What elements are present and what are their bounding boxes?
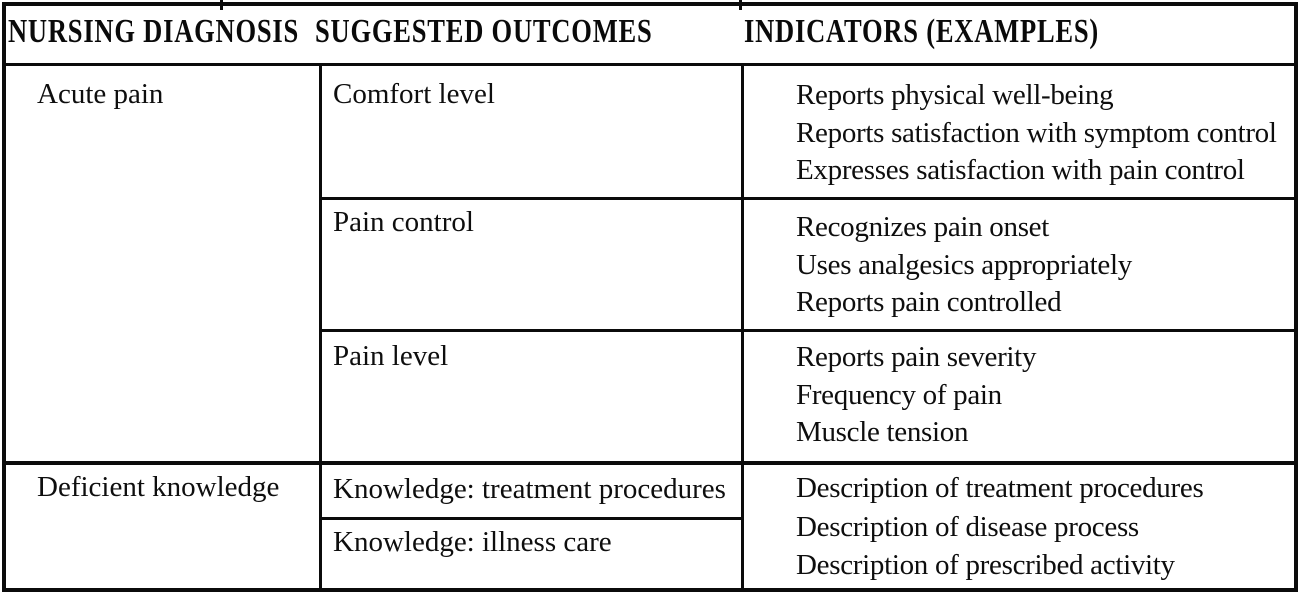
indicator-line: Uses analgesics appropriately: [796, 248, 1132, 281]
indicator-line: Reports satisfaction with symptom contro…: [796, 116, 1277, 149]
indicator-list-pain-control: Recognizes pain onset Uses analgesics ap…: [796, 209, 1132, 322]
indicator-line: Reports pain severity: [796, 341, 1037, 373]
indicator-list-deficient-knowledge: Description of treatment procedures Desc…: [796, 469, 1204, 585]
diagnosis-acute-pain: Acute pain: [37, 78, 164, 110]
header-suggested-outcomes: SUGGESTED OUTCOMES: [315, 13, 653, 50]
top-edge-tick-right: [739, 0, 742, 10]
column-divider-outcomes-indicators: [741, 63, 744, 592]
row-divider-comfort-paincontrol: [319, 197, 1298, 200]
indicator-line: Expresses satisfaction with pain control: [796, 154, 1245, 186]
outcome-knowledge-illness-care: Knowledge: illness care: [333, 526, 612, 558]
indicator-line: Muscle tension: [796, 416, 969, 448]
indicator-list-comfort-level: Reports physical well-being Reports sati…: [796, 77, 1277, 190]
row-divider-knowledge-cells: [319, 517, 744, 520]
outcome-comfort-level: Comfort level: [333, 78, 495, 110]
table-outer-border: [2, 2, 1298, 592]
indicator-line: Description of prescribed activity: [796, 549, 1175, 581]
indicator-line: Recognizes pain onset: [796, 211, 1050, 243]
outcome-pain-level: Pain level: [333, 340, 449, 372]
header-bottom-rule: [2, 63, 1298, 66]
outcome-knowledge-treatment-procedures: Knowledge: treatment procedures: [333, 473, 726, 505]
header-nursing-diagnosis: NURSING DIAGNOSIS: [8, 13, 300, 50]
indicator-line: Frequency of pain: [796, 378, 1002, 411]
indicator-line: Description of disease process: [796, 510, 1139, 543]
row-divider-paincontrol-painlevel: [319, 329, 1298, 332]
indicator-list-pain-level: Reports pain severity Frequency of pain …: [796, 339, 1036, 452]
outcome-pain-control: Pain control: [333, 206, 474, 238]
indicator-line: Reports pain controlled: [796, 286, 1062, 318]
indicator-line: Reports physical well-being: [796, 79, 1114, 111]
top-edge-tick-left: [220, 0, 223, 10]
group-divider-rule: [2, 461, 1298, 465]
indicator-line: Description of treatment procedures: [796, 472, 1204, 504]
diagnosis-deficient-knowledge: Deficient knowledge: [37, 471, 280, 503]
header-indicators-examples: INDICATORS (EXAMPLES): [744, 13, 1100, 50]
column-divider-diagnosis-outcomes: [319, 63, 322, 592]
